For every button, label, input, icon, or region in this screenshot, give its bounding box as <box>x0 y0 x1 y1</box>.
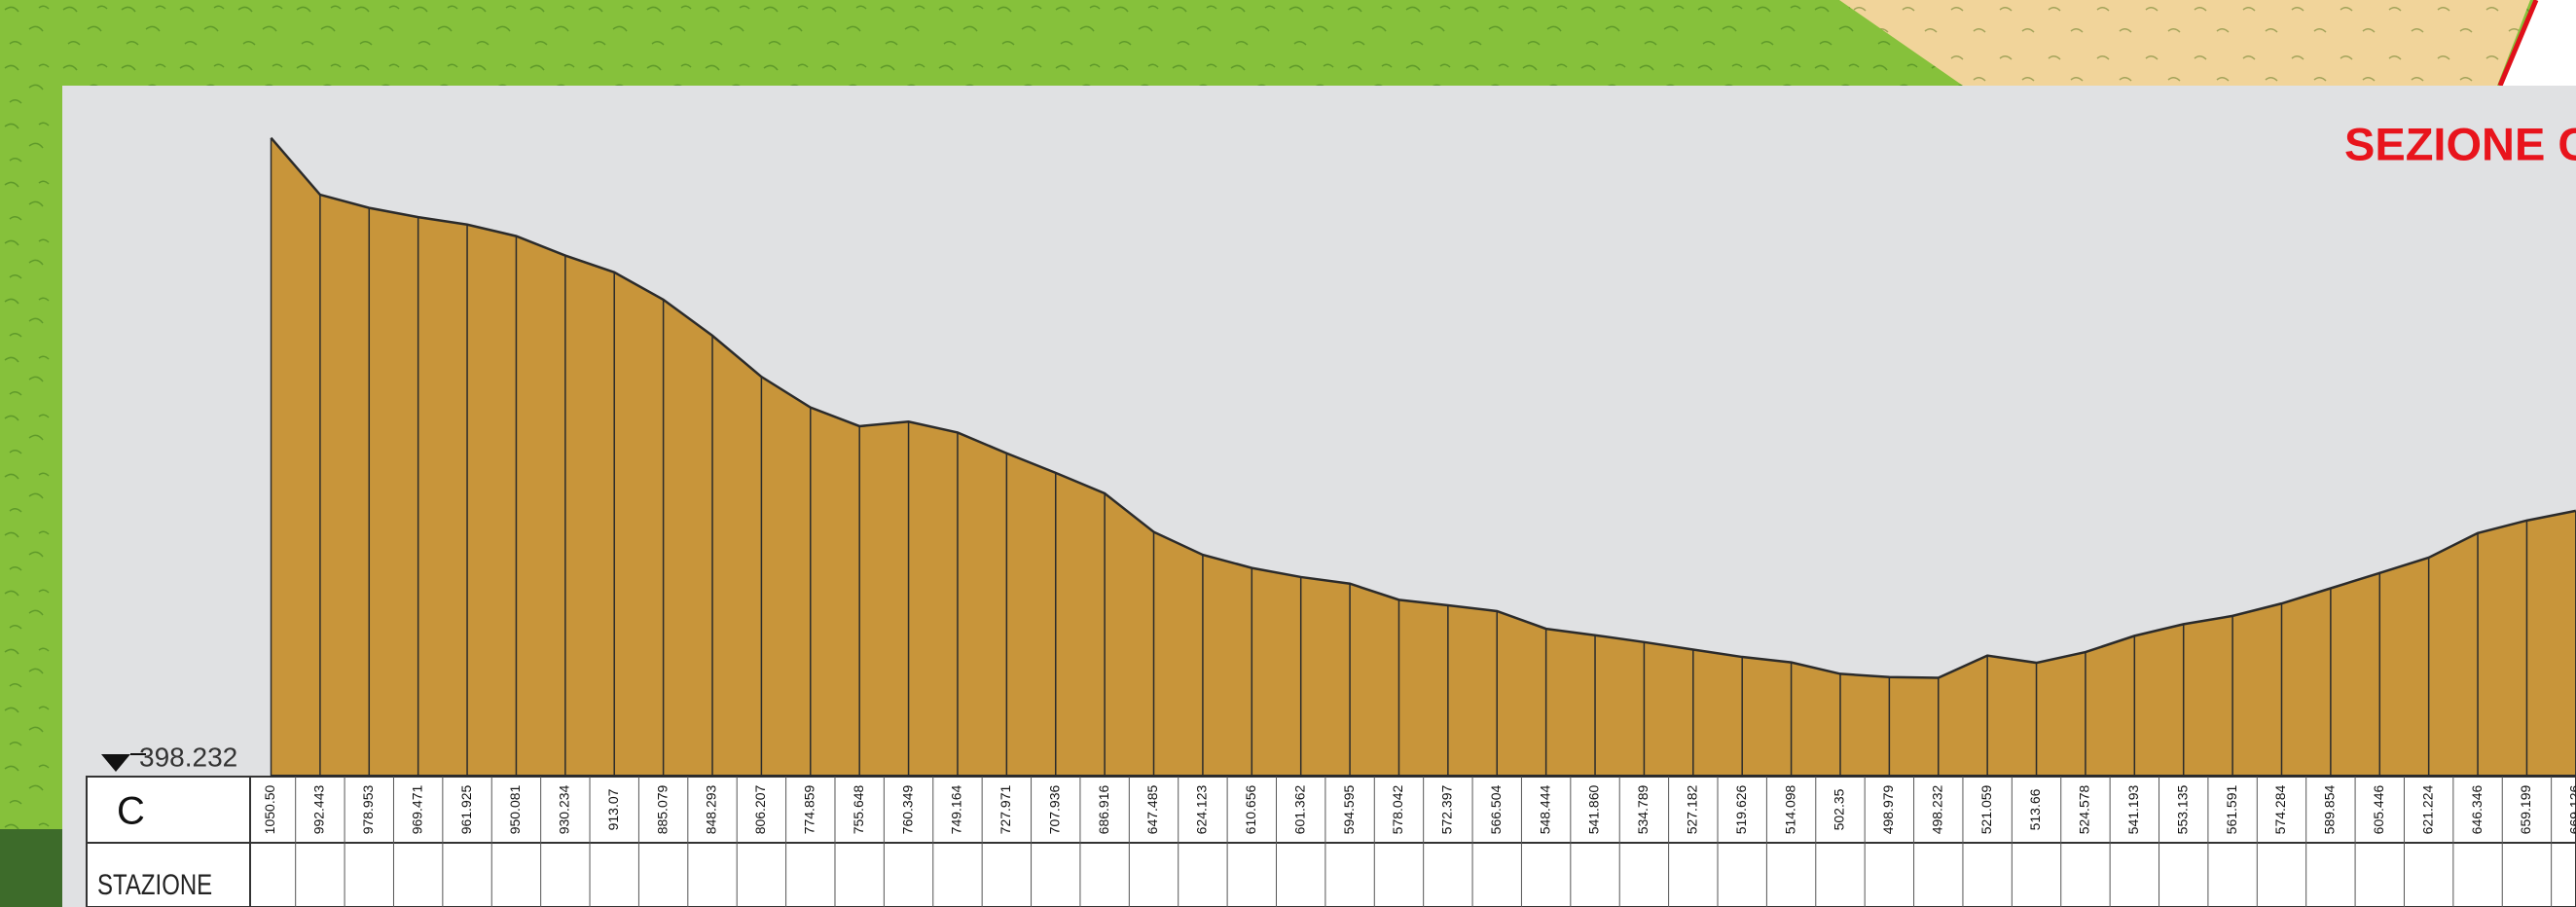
chart: C STAZIONE SEZIONE C 398.232 1050.50 992.4… <box>0 0 2576 907</box>
elevation-label: 498.979 <box>1880 784 1896 834</box>
elevation-label: 561.591 <box>2224 784 2239 834</box>
page: C STAZIONE SEZIONE C 398.232 1050.50 992.4… <box>0 0 2576 907</box>
elevation-label: 755.648 <box>851 784 866 834</box>
elevation-label: 806.207 <box>752 784 768 834</box>
elevation-label: 930.234 <box>557 784 572 834</box>
elevation-label: 885.079 <box>654 784 670 834</box>
elevation-label: 601.362 <box>1291 784 1307 834</box>
elevation-label: 950.081 <box>507 784 523 834</box>
elevation-label: 707.936 <box>1046 784 1062 834</box>
elevation-label: 519.626 <box>1733 784 1749 834</box>
elevation-label: 534.789 <box>1635 784 1651 834</box>
elevation-label: 1050.50 <box>262 784 277 834</box>
elevation-label: 749.164 <box>949 784 964 834</box>
elevation-label: 498.232 <box>1929 784 1944 834</box>
elevation-label: 502.35 <box>1832 788 1847 830</box>
elevation-label: 669.126 <box>2567 784 2576 834</box>
elevation-label: 514.098 <box>1782 784 1797 834</box>
row-label: STAZIONE <box>97 867 212 900</box>
elevation-label: 760.349 <box>899 784 915 834</box>
elevation-label: 548.444 <box>1537 784 1552 834</box>
elevation-label: 527.182 <box>1685 784 1700 834</box>
elevation-label: 659.199 <box>2518 784 2533 834</box>
elevation-label: 848.293 <box>704 784 719 834</box>
elevation-label: 978.953 <box>360 784 376 834</box>
datum-label: 398.232 <box>139 742 237 772</box>
elevation-label: 541.193 <box>2125 784 2141 834</box>
elevation-label: 566.504 <box>1488 784 1504 834</box>
elevation-label: 727.971 <box>998 784 1013 834</box>
elevation-label: 524.578 <box>2077 784 2092 834</box>
section-title: SEZIONE C <box>2344 118 2576 169</box>
elevation-label: 686.916 <box>1096 784 1111 834</box>
elevation-label: 578.042 <box>1390 784 1405 834</box>
elevation-label: 992.443 <box>311 784 327 834</box>
elevation-label: 624.123 <box>1194 784 1210 834</box>
elevation-label: 913.07 <box>605 788 621 830</box>
elevation-label: 574.284 <box>2272 784 2288 834</box>
elevation-label: 961.925 <box>458 784 474 834</box>
elevation-label: 513.66 <box>2027 788 2043 830</box>
elevation-label: 969.471 <box>409 784 424 834</box>
elevation-label: 521.059 <box>1978 784 1994 834</box>
elevation-label: 605.446 <box>2371 784 2386 834</box>
elevation-label: 647.485 <box>1144 784 1160 834</box>
elevation-label: 589.854 <box>2322 784 2338 834</box>
elevation-label: 572.397 <box>1439 784 1455 834</box>
elevation-label: 774.859 <box>801 784 816 834</box>
elevation-label: 594.595 <box>1341 784 1357 834</box>
row-label: C <box>117 790 145 833</box>
elevation-label: 646.346 <box>2469 784 2485 834</box>
elevation-label: 621.224 <box>2419 784 2435 834</box>
elevation-label: 541.860 <box>1586 784 1602 834</box>
elevation-label: 610.656 <box>1243 784 1258 834</box>
elevation-label: 553.135 <box>2174 784 2190 834</box>
